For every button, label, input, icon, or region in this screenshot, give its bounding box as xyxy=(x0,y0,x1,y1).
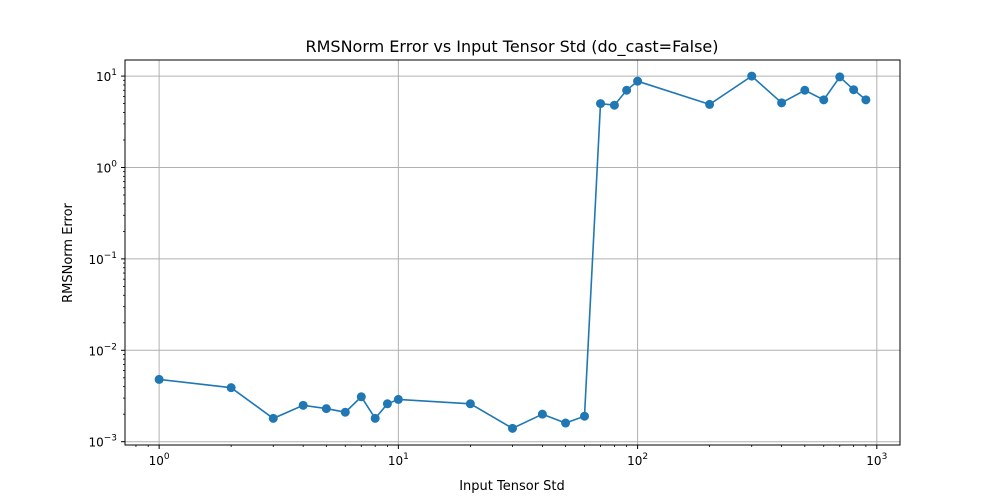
chart-title: RMSNorm Error vs Input Tensor Std (do_ca… xyxy=(305,37,718,57)
data-point xyxy=(370,413,380,423)
x-axis: 100 101 102 103 xyxy=(135,445,887,468)
data-point xyxy=(268,413,278,423)
data-point xyxy=(321,404,331,414)
y-tick-label: 10−3 xyxy=(88,434,117,450)
y-tick-label: 101 xyxy=(96,68,117,84)
data-point xyxy=(861,95,871,105)
data-point xyxy=(393,394,403,404)
data-point xyxy=(382,399,392,409)
data-point xyxy=(747,71,757,81)
data-point xyxy=(561,418,571,428)
y-axis: 10−3 10−2 10−1 100 101 xyxy=(88,68,125,450)
data-point xyxy=(465,399,475,409)
data-point xyxy=(340,407,350,417)
y-tick-label: 100 xyxy=(96,159,117,175)
data-point xyxy=(226,383,236,393)
y-tick-label: 10−2 xyxy=(88,342,117,358)
data-point xyxy=(849,85,859,95)
data-point xyxy=(508,423,517,433)
data-point xyxy=(580,411,590,421)
data-point xyxy=(633,76,643,86)
grid-lines xyxy=(125,60,900,445)
data-point xyxy=(356,392,366,402)
data-point xyxy=(622,85,632,95)
y-tick-label: 10−1 xyxy=(88,251,117,267)
data-point xyxy=(609,100,619,110)
x-tick-label: 101 xyxy=(388,452,409,468)
data-point xyxy=(835,72,845,82)
data-point xyxy=(154,374,164,384)
x-tick-label: 102 xyxy=(627,452,648,468)
data-point xyxy=(298,400,308,410)
data-point xyxy=(537,409,547,419)
data-point xyxy=(819,95,829,105)
x-axis-label: Input Tensor Std xyxy=(459,479,565,494)
data-point xyxy=(777,98,787,108)
plot-area xyxy=(154,71,871,433)
data-point xyxy=(705,99,715,109)
data-point xyxy=(800,85,810,95)
data-point xyxy=(596,99,606,109)
x-tick-label: 103 xyxy=(866,452,887,468)
y-axis-label: RMSNorm Error xyxy=(61,202,76,302)
x-tick-label: 100 xyxy=(149,452,170,468)
